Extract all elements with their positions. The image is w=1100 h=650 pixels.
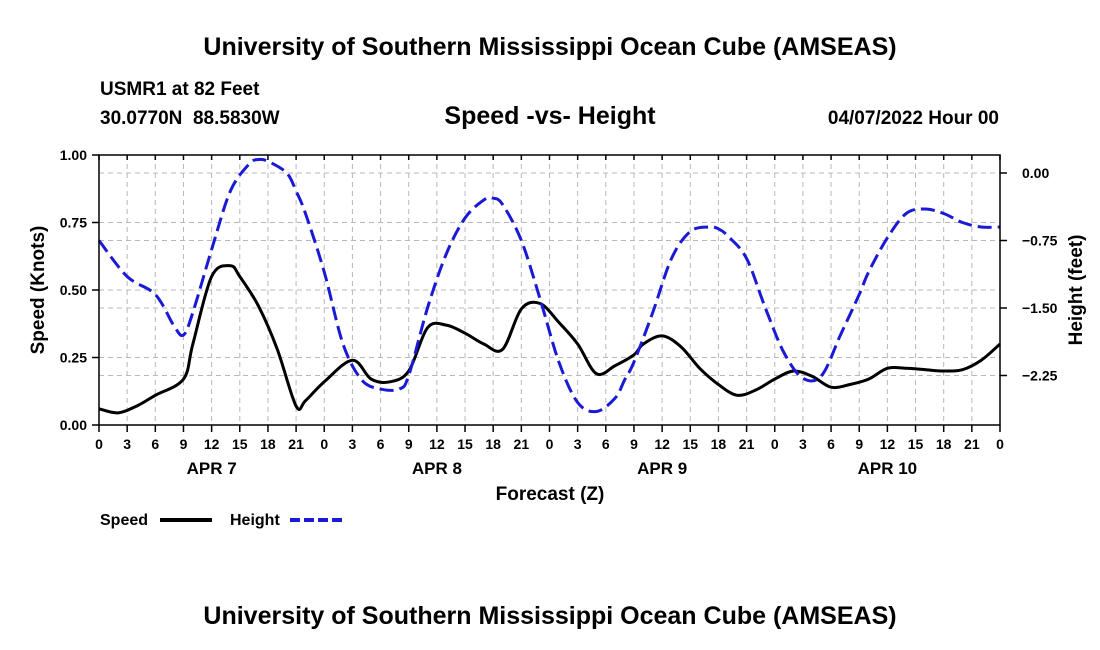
grid-lines [99,155,1000,425]
left-tick-label: 0.00 [60,417,87,433]
x-tick-label: 6 [377,436,385,452]
legend-label-speed: Speed [100,512,148,529]
x-tick-label: 12 [880,436,896,452]
date-label: APR 10 [858,459,918,478]
datetime-label: 04/07/2022 Hour 00 [828,108,999,129]
date-label: APR 9 [637,459,687,478]
chart-title: University of Southern Mississippi Ocean… [203,33,896,61]
x-tick-label: 9 [855,436,863,452]
x-tick-label: 3 [123,436,131,452]
date-label: APR 7 [187,459,237,478]
x-tick-label: 18 [711,436,727,452]
left-tick-label: 0.50 [60,282,87,298]
x-tick-label: 0 [996,436,1004,452]
series-line-height [97,157,1001,414]
x-tick-label: 9 [405,436,413,452]
x-axis-label: Forecast (Z) [496,484,605,505]
axes [92,154,1007,432]
x-tick-label: 18 [260,436,276,452]
x-tick-label: 21 [964,436,980,452]
x-tick-label: 6 [827,436,835,452]
x-tick-label: 21 [514,436,530,452]
x-tick-label: 15 [232,436,248,452]
x-tick-label: 15 [682,436,698,452]
x-tick-label: 18 [936,436,952,452]
x-tick-label: 0 [771,436,779,452]
x-tick-label: 9 [630,436,638,452]
x-tick-label: 21 [288,436,304,452]
right-tick-label: −2.25 [1022,368,1058,384]
date-label: APR 8 [412,459,462,478]
right-tick-label: −1.50 [1022,300,1058,316]
left-tick-label: 0.25 [60,350,87,366]
x-tick-label: 0 [320,436,328,452]
right-tick-label: 0.00 [1022,165,1049,181]
x-tick-label: 15 [457,436,473,452]
x-tick-label: 15 [908,436,924,452]
series-line-speed [98,264,1001,415]
x-tick-label: 18 [485,436,501,452]
x-tick-label: 3 [349,436,357,452]
x-tick-label: 12 [654,436,670,452]
x-tick-label: 21 [739,436,755,452]
x-tick-label: 9 [180,436,188,452]
x-tick-label: 12 [429,436,445,452]
station-label: USMR1 at 82 Feet [100,79,260,100]
legend-label-height: Height [230,512,280,529]
x-tick-label: 6 [602,436,610,452]
left-axis-label: Speed (Knots) [28,226,49,355]
chart-subtitle: Speed -vs- Height [444,102,656,130]
series-layer [97,157,1001,415]
left-tick-label: 1.00 [60,147,87,163]
x-tick-label: 6 [151,436,159,452]
location-label: 30.0770N 88.5830W [100,108,280,129]
left-tick-label: 0.75 [60,215,87,231]
legend: Speed Height [100,512,342,529]
x-tick-label: 3 [799,436,807,452]
x-tick-label: 12 [204,436,220,452]
tick-labels: 0 3 6 9 12 15 18 21 0 3 6 9 12 15 18 21 0 3 6 9 12 15 18 21 0 3 6 9… [60,147,1058,478]
x-tick-label: 3 [574,436,582,452]
x-tick-label: 0 [546,436,554,452]
footer-title: University of Southern Mississippi Ocean… [203,602,896,630]
x-tick-label: 0 [95,436,103,452]
right-tick-label: −0.75 [1022,233,1058,249]
right-axis-label: Height (feet) [1066,235,1087,346]
